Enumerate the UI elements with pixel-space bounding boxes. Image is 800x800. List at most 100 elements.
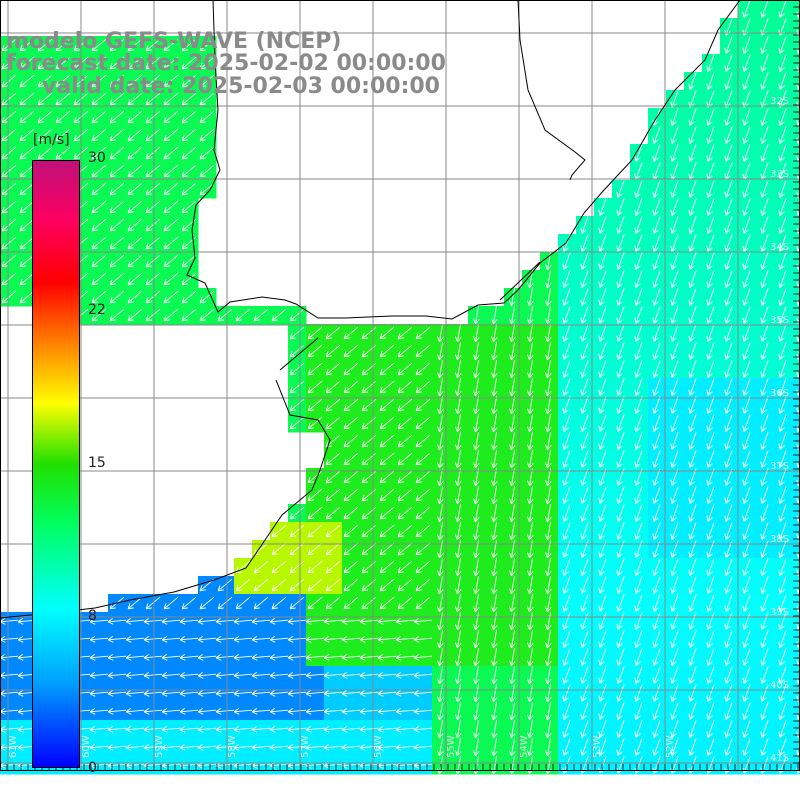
wind-arrow [616, 414, 625, 432]
wind-arrow [742, 288, 751, 306]
wind-arrow [778, 378, 787, 396]
wind-arrow [598, 342, 607, 360]
wind-arrow [269, 617, 289, 625]
wind-cell [792, 216, 800, 235]
wind-arrow [472, 360, 480, 379]
wind-arrow [91, 182, 107, 196]
wind-arrow [454, 504, 462, 523]
wind-arrow [562, 378, 571, 396]
wind-arrow [544, 666, 552, 685]
wind-arrow [796, 54, 800, 72]
wind-arrow [670, 108, 679, 126]
wind-arrow [634, 270, 643, 288]
longitude-label: 53W [592, 735, 603, 758]
wind-arrow [179, 689, 199, 697]
wind-arrow [652, 594, 661, 612]
wind-arrow [616, 504, 625, 522]
wind-arrow [436, 360, 444, 379]
wind-arrow [688, 198, 697, 216]
wind-arrow [127, 164, 143, 178]
wind-arrow [724, 432, 733, 450]
wind-arrow [37, 74, 53, 88]
wind-arrow [670, 504, 679, 522]
wind-arrow [562, 558, 571, 576]
wind-arrow [55, 38, 71, 52]
wind-arrow [436, 450, 444, 469]
wind-arrow [778, 216, 787, 234]
wind-arrow [616, 396, 625, 414]
wind-arrow [742, 450, 751, 468]
wind-arrow [526, 306, 534, 325]
wind-arrow [127, 146, 143, 160]
wind-arrow [163, 308, 179, 322]
wind-arrow [508, 684, 516, 703]
wind-arrow [634, 450, 643, 468]
wind-arrow [544, 558, 552, 577]
wind-arrow [688, 342, 697, 360]
wind-arrow [796, 180, 800, 198]
wind-arrow [760, 342, 769, 360]
wind-arrow [181, 146, 197, 160]
colorbar-unit: [m/s] [33, 132, 70, 148]
wind-arrow [634, 234, 643, 252]
wind-arrow [544, 396, 552, 415]
wind-arrow [652, 576, 661, 594]
wind-arrow [379, 452, 395, 466]
wind-arrow [562, 414, 571, 432]
wind-arrow [562, 576, 571, 594]
wind-arrow [197, 707, 217, 715]
wind-arrow [287, 707, 307, 715]
wind-arrow [325, 344, 341, 358]
wind-arrow [454, 414, 462, 433]
wind-arrow [508, 342, 516, 361]
wind-arrow [269, 635, 289, 643]
wind-arrow [436, 540, 444, 559]
wind-arrow [307, 488, 323, 502]
wind-arrow [454, 522, 462, 541]
longitude-label: 58W [227, 735, 238, 758]
wind-arrow [395, 689, 415, 697]
wind-arrow [323, 617, 343, 625]
wind-arrow [454, 702, 462, 721]
wind-arrow [598, 432, 607, 450]
wind-arrow [107, 707, 127, 715]
longitude-label: 55W [446, 735, 457, 758]
forecast-date: forecast date: 2025-02-02 00:00:00 [6, 51, 446, 76]
wind-arrow [670, 612, 679, 630]
wind-arrow [490, 504, 498, 523]
wind-arrow [526, 594, 534, 613]
wind-cell [792, 630, 800, 649]
wind-arrow [652, 288, 661, 306]
wind-arrow [706, 144, 715, 162]
wind-cell [792, 396, 800, 415]
wind-arrow [778, 630, 787, 648]
wind-arrow [616, 342, 625, 360]
wind-arrow [109, 128, 125, 142]
wind-arrow [125, 617, 145, 625]
wind-arrow [341, 653, 361, 661]
wind-arrow [706, 558, 715, 576]
wind-arrow [91, 290, 107, 304]
wind-arrow [472, 540, 480, 559]
wind-arrow [562, 540, 571, 558]
wind-arrow [796, 684, 800, 702]
wind-arrow [235, 308, 251, 322]
colorbar-tick: 0 [88, 760, 97, 776]
wind-arrow [215, 707, 235, 715]
wind-arrow [688, 72, 697, 90]
wind-arrow [490, 324, 498, 343]
wind-arrow [544, 486, 552, 505]
wind-arrow [724, 36, 733, 54]
wind-arrow [163, 74, 179, 88]
wind-arrow [688, 648, 697, 666]
wind-arrow [361, 470, 377, 484]
wind-cell [792, 90, 800, 109]
wind-arrow [688, 126, 697, 144]
wind-arrow [562, 648, 571, 666]
wind-arrow [598, 486, 607, 504]
wind-arrow [19, 182, 35, 196]
wind-arrow [526, 648, 534, 667]
wind-arrow [508, 522, 516, 541]
latitude-label: 35S [770, 315, 789, 326]
wind-arrow [760, 648, 769, 666]
